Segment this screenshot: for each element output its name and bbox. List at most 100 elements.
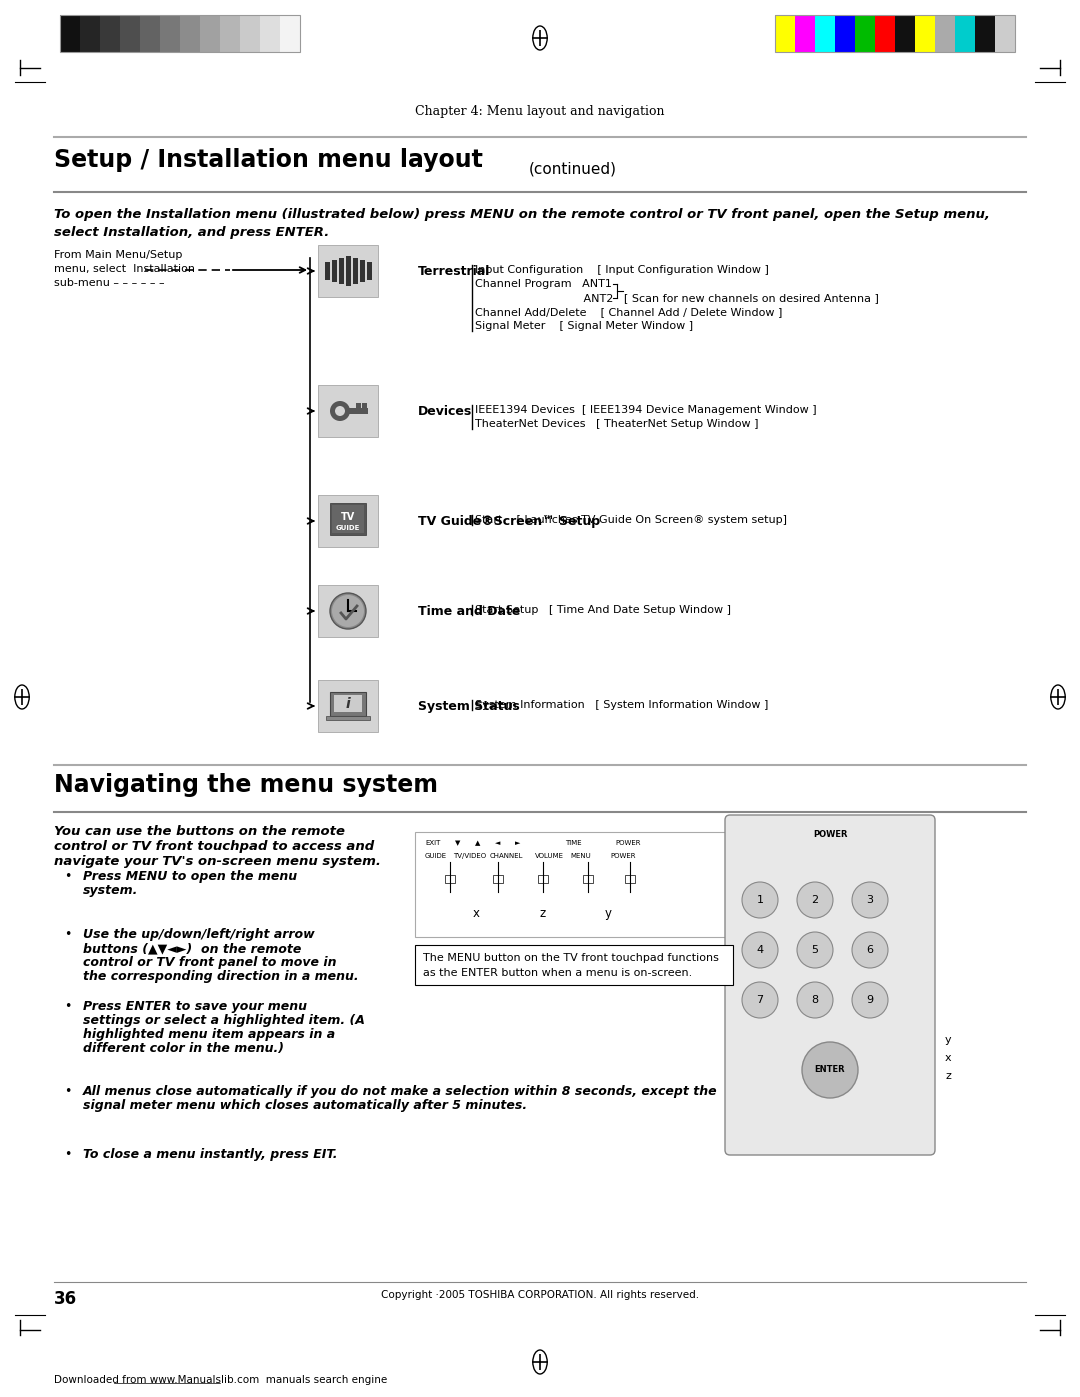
Text: Terrestrial: Terrestrial — [418, 265, 490, 278]
Bar — [180, 15, 200, 52]
Bar — [330, 692, 366, 717]
Bar — [330, 503, 366, 535]
Bar — [220, 15, 240, 52]
Text: Chapter 4: Menu layout and navigation: Chapter 4: Menu layout and navigation — [415, 105, 665, 117]
Text: Use the up/down/left/right arrow: Use the up/down/left/right arrow — [83, 928, 314, 942]
Bar — [318, 244, 378, 298]
Text: Time and Date: Time and Date — [418, 605, 521, 617]
Bar — [318, 585, 378, 637]
Text: ►: ► — [515, 840, 521, 847]
Text: 7: 7 — [756, 995, 764, 1004]
Text: i: i — [346, 697, 350, 711]
Bar — [625, 875, 635, 883]
Bar — [366, 263, 372, 279]
Bar — [260, 15, 280, 52]
Text: GUIDE: GUIDE — [426, 854, 447, 859]
Circle shape — [852, 982, 888, 1018]
Bar — [795, 15, 815, 52]
Text: From Main Menu/Setup: From Main Menu/Setup — [54, 250, 183, 260]
Text: POWER: POWER — [813, 830, 847, 840]
Bar — [334, 694, 362, 712]
Circle shape — [742, 882, 778, 918]
Text: Setup / Installation menu layout: Setup / Installation menu layout — [54, 148, 483, 172]
Bar — [338, 258, 343, 284]
Text: You can use the buttons on the remote: You can use the buttons on the remote — [54, 826, 345, 838]
Text: system.: system. — [83, 884, 138, 897]
Text: EXIT: EXIT — [426, 840, 441, 847]
Text: menu, select  Installation: menu, select Installation — [54, 264, 195, 274]
Bar — [324, 263, 329, 279]
Circle shape — [742, 982, 778, 1018]
Text: TV Guide®Screen™ Setup: TV Guide®Screen™ Setup — [418, 515, 600, 528]
Circle shape — [742, 932, 778, 968]
Text: control or TV front panel to move in: control or TV front panel to move in — [83, 956, 337, 970]
Text: Copyright ·2005 TOSHIBA CORPORATION. All rights reserved.: Copyright ·2005 TOSHIBA CORPORATION. All… — [381, 1289, 699, 1301]
Text: 5: 5 — [811, 944, 819, 956]
Text: control or TV front touchpad to access and: control or TV front touchpad to access a… — [54, 840, 375, 854]
Text: Signal Meter    [ Signal Meter Window ]: Signal Meter [ Signal Meter Window ] — [475, 321, 693, 331]
Text: settings or select a highlighted item. (A: settings or select a highlighted item. (… — [83, 1014, 365, 1027]
Text: sub-menu – – – – – –: sub-menu – – – – – – — [54, 278, 164, 288]
Text: ANT2   [ Scan for new channels on desired Antenna ]: ANT2 [ Scan for new channels on desired … — [475, 293, 879, 303]
Bar — [492, 875, 503, 883]
Bar — [60, 15, 300, 52]
Bar — [362, 402, 367, 408]
Text: TV/VIDEO: TV/VIDEO — [453, 854, 486, 859]
Text: CHANNEL: CHANNEL — [490, 854, 524, 859]
Text: Navigating the menu system: Navigating the menu system — [54, 773, 438, 798]
Text: To close a menu instantly, press EIT.: To close a menu instantly, press EIT. — [83, 1148, 337, 1161]
Bar — [240, 15, 260, 52]
Text: 2: 2 — [811, 895, 819, 905]
Bar — [815, 15, 835, 52]
Bar — [200, 15, 220, 52]
Text: •: • — [65, 870, 71, 883]
Text: TIME: TIME — [565, 840, 582, 847]
Text: TheaterNet Devices   [ TheaterNet Setup Window ]: TheaterNet Devices [ TheaterNet Setup Wi… — [475, 419, 758, 429]
Text: System Status: System Status — [418, 700, 519, 712]
Bar — [360, 260, 365, 282]
Bar — [935, 15, 955, 52]
Text: as the ENTER button when a menu is on-screen.: as the ENTER button when a menu is on-sc… — [423, 968, 692, 978]
Text: y: y — [945, 1035, 951, 1045]
Bar — [140, 15, 160, 52]
Text: All menus close automatically if you do not make a selection within 8 seconds, e: All menus close automatically if you do … — [83, 1085, 717, 1098]
Text: ◄: ◄ — [495, 840, 500, 847]
Circle shape — [852, 882, 888, 918]
Text: 6: 6 — [866, 944, 874, 956]
Text: Downloaded from www.Manualslib.com  manuals search engine: Downloaded from www.Manualslib.com manua… — [54, 1375, 388, 1384]
Text: •: • — [65, 1085, 71, 1098]
Bar — [332, 260, 337, 282]
Text: To open the Installation menu (illustrated below) press MENU on the remote contr: To open the Installation menu (illustrat… — [54, 208, 990, 221]
Text: Channel Program   ANT1: Channel Program ANT1 — [475, 279, 612, 289]
Text: Channel Add/Delete    [ Channel Add / Delete Window ]: Channel Add/Delete [ Channel Add / Delet… — [475, 307, 782, 317]
Text: buttons (▲▼◄►)  on the remote: buttons (▲▼◄►) on the remote — [83, 942, 301, 956]
Text: Input Configuration    [ Input Configuration Window ]: Input Configuration [ Input Configuratio… — [475, 265, 769, 275]
Circle shape — [797, 932, 833, 968]
Text: y: y — [605, 907, 611, 921]
Text: navigate your TV's on-screen menu system.: navigate your TV's on-screen menu system… — [54, 855, 381, 868]
Text: 8: 8 — [811, 995, 819, 1004]
Text: •: • — [65, 1148, 71, 1161]
Bar — [326, 717, 370, 719]
Bar — [356, 402, 361, 408]
Bar — [346, 408, 368, 414]
Text: TV: TV — [341, 511, 355, 522]
Text: Start    [ Launches TV Guide On Screen® system setup]: Start [ Launches TV Guide On Screen® sys… — [475, 515, 787, 525]
Text: System Information   [ System Information Window ]: System Information [ System Information … — [475, 700, 768, 710]
Text: VOLUME: VOLUME — [535, 854, 564, 859]
Bar — [915, 15, 935, 52]
Circle shape — [330, 592, 366, 629]
Text: POWER: POWER — [615, 840, 640, 847]
Text: POWER: POWER — [610, 854, 635, 859]
Text: select Installation, and press ENTER.: select Installation, and press ENTER. — [54, 226, 329, 239]
Text: x: x — [945, 1053, 951, 1063]
Bar — [160, 15, 180, 52]
Bar — [318, 386, 378, 437]
Bar — [318, 680, 378, 732]
Bar — [80, 15, 100, 52]
Bar — [415, 944, 733, 985]
Bar — [318, 495, 378, 548]
Bar — [995, 15, 1015, 52]
Bar — [280, 15, 300, 52]
Text: 36: 36 — [54, 1289, 77, 1308]
